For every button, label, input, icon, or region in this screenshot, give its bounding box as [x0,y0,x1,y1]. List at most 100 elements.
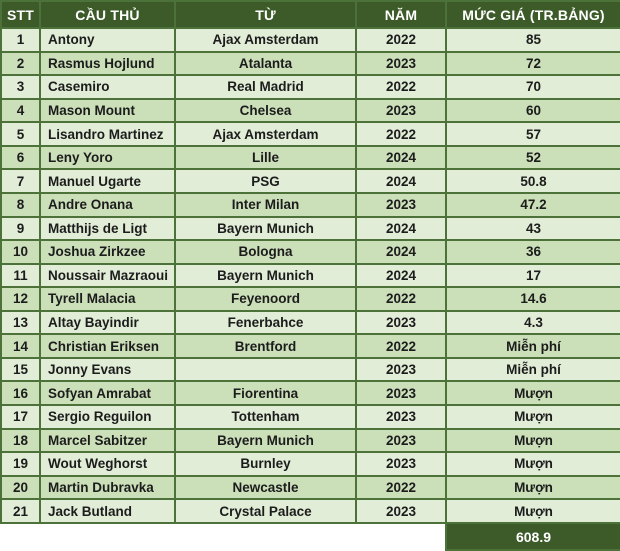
cell-year: 2023 [355,498,447,524]
cell-player: Wout Weghorst [39,451,176,477]
cell-player: Antony [39,27,176,53]
cell-from: Chelsea [174,97,357,124]
cell-year: 2023 [355,50,447,77]
cell-player: Lisandro Martinez [39,121,176,147]
cell-price: 52 [445,144,620,171]
cell-price: Mượn [445,427,620,454]
cell-price: 17 [445,262,620,289]
table-row: 21 Jack Butland Crystal Palace 2023 Mượn [0,498,620,524]
cell-player: Matthijs de Ligt [39,215,176,242]
cell-from: Atalanta [174,50,357,77]
cell-from: Bayern Munich [174,262,357,289]
total-value: 608.9 [445,522,620,551]
cell-year: 2022 [355,474,447,501]
cell-price: 57 [445,121,620,147]
cell-player: Sofyan Amrabat [39,380,176,406]
cell-stt: 3 [0,74,41,100]
table-row: 11 Noussair Mazraoui Bayern Munich 2024 17 [0,262,620,289]
cell-stt: 12 [0,286,41,312]
cell-stt: 20 [0,474,41,501]
column-header-price: MỨC GIÁ (TR.BẢNG) [445,0,620,29]
table-row: 14 Christian Eriksen Brentford 2022 Miễn phí [0,333,620,359]
cell-stt: 9 [0,215,41,242]
cell-price: 43 [445,215,620,242]
table-footer: 608.9 [1,522,620,551]
cell-price: 50.8 [445,168,620,194]
cell-price: Mượn [445,474,620,501]
cell-from [174,356,357,383]
cell-year: 2023 [355,380,447,406]
cell-price: 72 [445,50,620,77]
cell-year: 2023 [355,356,447,383]
cell-price: 4.3 [445,309,620,336]
cell-from: Crystal Palace [174,498,357,524]
cell-stt: 15 [0,356,41,383]
cell-stt: 4 [0,97,41,124]
cell-player: Noussair Mazraoui [39,262,176,289]
cell-year: 2023 [355,191,447,218]
table-row: 15 Jonny Evans 2023 Miễn phí [0,356,620,383]
cell-year: 2024 [355,262,447,289]
cell-from: Feyenoord [174,286,357,312]
cell-player: Rasmus Hojlund [39,50,176,77]
table-row: 16 Sofyan Amrabat Fiorentina 2023 Mượn [0,380,620,406]
cell-from: Ajax Amsterdam [174,27,357,53]
cell-from: Bayern Munich [174,427,357,454]
cell-from: PSG [174,168,357,194]
cell-player: Sergio Reguilon [39,404,176,430]
cell-stt: 8 [0,191,41,218]
table-row: 12 Tyrell Malacia Feyenoord 2022 14.6 [0,286,620,312]
cell-price: Miễn phí [445,356,620,383]
cell-from: Ajax Amsterdam [174,121,357,147]
cell-player: Manuel Ugarte [39,168,176,194]
cell-from: Lille [174,144,357,171]
cell-year: 2023 [355,309,447,336]
cell-price: Mượn [445,380,620,406]
cell-from: Bologna [174,239,357,265]
cell-year: 2022 [355,333,447,359]
table-row: 17 Sergio Reguilon Tottenham 2023 Mượn [0,404,620,430]
cell-year: 2022 [355,74,447,100]
cell-price: 60 [445,97,620,124]
header-row: STT CẦU THỦ TỪ NĂM MỨC GIÁ (TR.BẢNG) [0,0,620,29]
cell-price: Mượn [445,404,620,430]
cell-price: Miễn phí [445,333,620,359]
cell-player: Christian Eriksen [39,333,176,359]
cell-player: Joshua Zirkzee [39,239,176,265]
cell-stt: 16 [0,380,41,406]
total-row: 608.9 [1,522,620,551]
cell-from: Brentford [174,333,357,359]
table-row: 4 Mason Mount Chelsea 2023 60 [0,97,620,124]
cell-stt: 6 [0,144,41,171]
cell-price: 47.2 [445,191,620,218]
cell-stt: 5 [0,121,41,147]
cell-from: Real Madrid [174,74,357,100]
cell-player: Marcel Sabitzer [39,427,176,454]
table-row: 1 Antony Ajax Amsterdam 2022 85 [0,27,620,53]
cell-year: 2024 [355,144,447,171]
cell-from: Inter Milan [174,191,357,218]
column-header-player: CẦU THỦ [39,0,176,29]
table-row: 20 Martin Dubravka Newcastle 2022 Mượn [0,474,620,501]
cell-year: 2022 [355,27,447,53]
cell-stt: 18 [0,427,41,454]
cell-year: 2023 [355,427,447,454]
cell-stt: 1 [0,27,41,53]
cell-stt: 19 [0,451,41,477]
cell-from: Bayern Munich [174,215,357,242]
table-row: 2 Rasmus Hojlund Atalanta 2023 72 [0,50,620,77]
cell-stt: 7 [0,168,41,194]
cell-player: Andre Onana [39,191,176,218]
column-header-stt: STT [0,0,41,29]
cell-stt: 17 [0,404,41,430]
table-row: 6 Leny Yoro Lille 2024 52 [0,144,620,171]
cell-year: 2022 [355,121,447,147]
cell-year: 2022 [355,286,447,312]
cell-player: Tyrell Malacia [39,286,176,312]
cell-stt: 11 [0,262,41,289]
cell-year: 2024 [355,239,447,265]
cell-from: Tottenham [174,404,357,430]
cell-stt: 10 [0,239,41,265]
cell-price: 70 [445,74,620,100]
